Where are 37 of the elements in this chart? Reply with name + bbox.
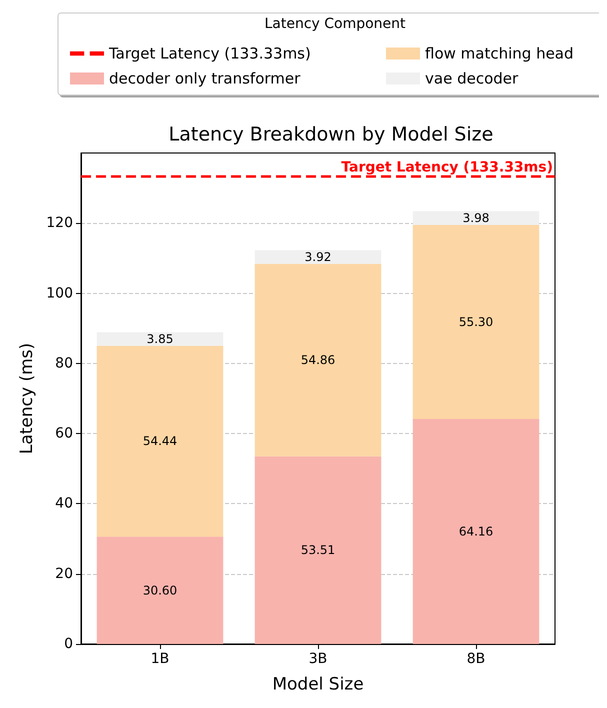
y-tick-label: 120: [46, 215, 73, 232]
bar: [412, 211, 540, 226]
bar: [412, 225, 540, 419]
y-tick-label: 20: [55, 566, 73, 582]
y-tick-label: 60: [55, 426, 73, 442]
bar: [412, 418, 540, 644]
legend-label: vae decoder: [425, 70, 519, 88]
chart-title: Latency Breakdown by Model Size: [168, 124, 494, 146]
y-tick-label: 80: [55, 355, 73, 372]
text: Target Latency (133.33ms): [109, 44, 311, 62]
y-tick-label: 0: [64, 636, 73, 652]
data-label: 54.86: [300, 353, 336, 368]
data-label: 3.98: [462, 211, 490, 226]
x-axis-title: Model Size: [272, 674, 364, 694]
legend-label: decoder only transformer: [109, 70, 302, 88]
legend-label: flow matching head: [425, 44, 574, 62]
bar: [96, 332, 224, 346]
bar: [254, 456, 382, 644]
bar: [96, 536, 224, 644]
data-label: 30.60: [142, 583, 178, 598]
y-axis-title: Latency (ms): [16, 342, 37, 454]
data-label: 64.16: [458, 524, 494, 538]
data-label: 54.44: [142, 434, 178, 448]
data-label: 55.30: [458, 315, 494, 330]
x-tick-label: 3B: [308, 651, 328, 667]
bar: [254, 250, 382, 264]
bar: [254, 264, 382, 456]
x-tick-label: 8B: [466, 651, 486, 667]
ref-line-label: Target Latency (133.33ms): [341, 159, 553, 176]
x-tick-label: 1B: [150, 651, 170, 667]
y-tick-label: 40: [55, 496, 73, 512]
bar: [96, 346, 224, 537]
data-label: 3.85: [146, 332, 174, 346]
legend-title: Latency Component: [264, 16, 406, 32]
y-tick-label: 100: [46, 285, 73, 302]
data-label: 3.92: [304, 250, 332, 264]
data-label: 53.51: [300, 543, 336, 558]
